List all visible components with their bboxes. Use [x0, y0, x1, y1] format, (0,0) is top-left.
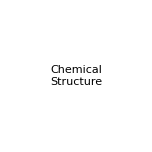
- Text: Chemical
Structure: Chemical Structure: [50, 65, 102, 87]
